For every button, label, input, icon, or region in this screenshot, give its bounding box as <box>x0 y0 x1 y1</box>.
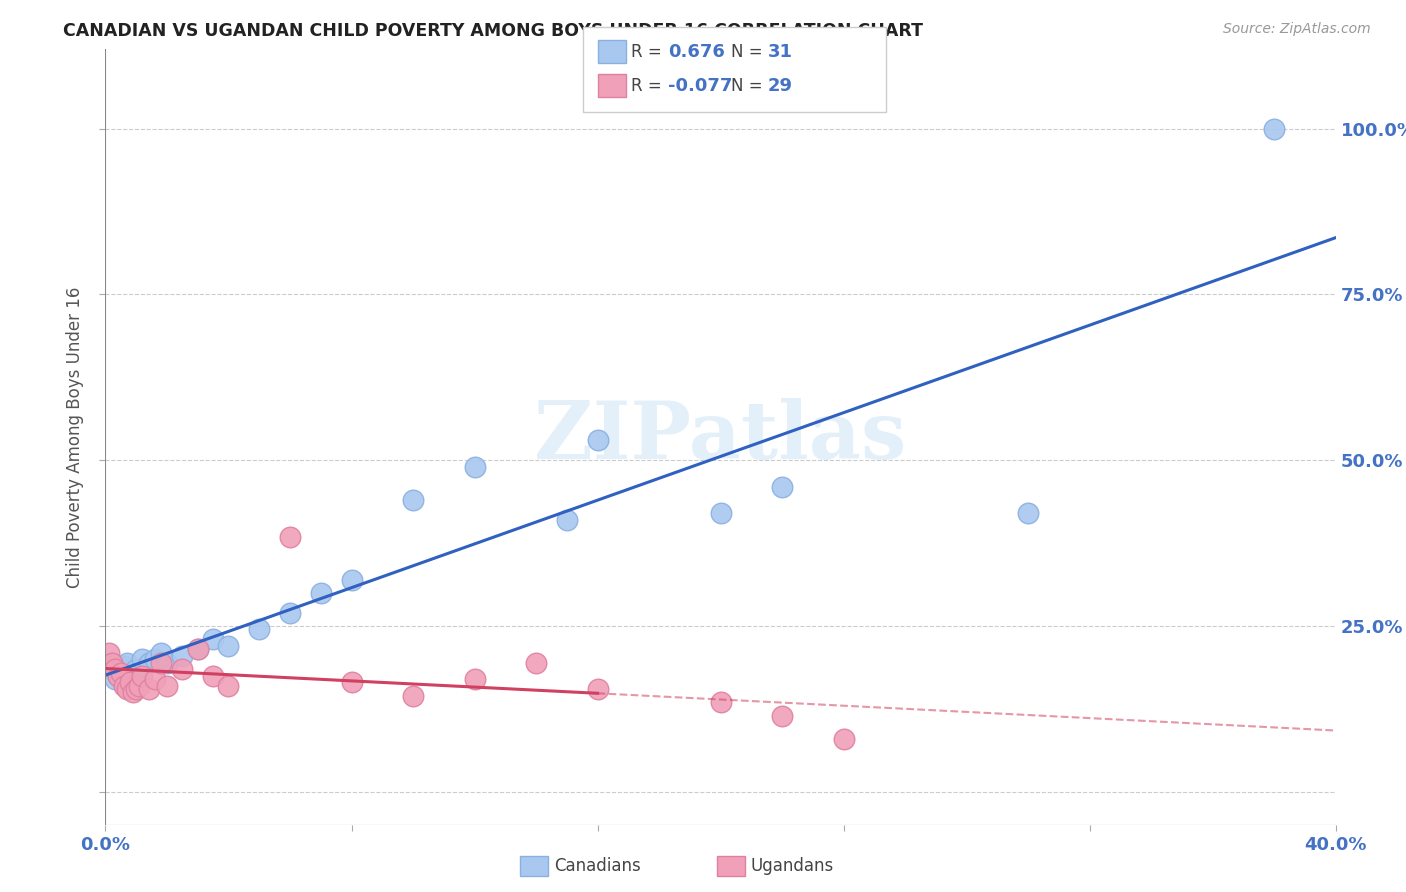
Point <box>110 665 132 680</box>
Point <box>770 708 793 723</box>
Point <box>122 685 145 699</box>
Point <box>125 662 148 676</box>
Point <box>278 606 301 620</box>
Point <box>156 679 179 693</box>
Point <box>464 459 486 474</box>
Point <box>115 682 138 697</box>
Text: 29: 29 <box>768 77 793 95</box>
Point <box>97 662 120 676</box>
Point <box>278 530 301 544</box>
Point <box>402 493 425 508</box>
Point <box>122 665 145 680</box>
Point <box>97 646 120 660</box>
Point <box>112 679 135 693</box>
Text: ZIPatlas: ZIPatlas <box>534 398 907 476</box>
Point <box>187 642 209 657</box>
Point <box>104 662 127 676</box>
Point <box>710 507 733 521</box>
Point <box>218 679 240 693</box>
Point <box>107 669 129 683</box>
Point <box>104 672 127 686</box>
Point <box>1017 507 1039 521</box>
Point <box>710 695 733 709</box>
Point <box>100 656 122 670</box>
Text: N =: N = <box>731 43 762 61</box>
Text: R =: R = <box>631 43 662 61</box>
Point <box>832 731 855 746</box>
Point <box>112 659 135 673</box>
Text: 0.676: 0.676 <box>668 43 724 61</box>
Text: CANADIAN VS UGANDAN CHILD POVERTY AMONG BOYS UNDER 16 CORRELATION CHART: CANADIAN VS UGANDAN CHILD POVERTY AMONG … <box>63 22 924 40</box>
Point <box>340 675 363 690</box>
Point <box>309 586 332 600</box>
Point <box>138 656 160 670</box>
Point <box>1263 121 1285 136</box>
Y-axis label: Child Poverty Among Boys Under 16: Child Poverty Among Boys Under 16 <box>66 286 84 588</box>
Point <box>128 679 150 693</box>
Point <box>115 656 138 670</box>
Point <box>120 669 141 683</box>
Point <box>464 672 486 686</box>
Point <box>218 639 240 653</box>
Point <box>586 434 609 448</box>
Text: Ugandans: Ugandans <box>751 857 834 875</box>
Point <box>131 652 153 666</box>
Text: R =: R = <box>631 77 662 95</box>
Point <box>100 656 122 670</box>
Point <box>143 672 166 686</box>
Text: Source: ZipAtlas.com: Source: ZipAtlas.com <box>1223 22 1371 37</box>
Point <box>202 669 225 683</box>
Point <box>120 675 141 690</box>
Point <box>143 652 166 666</box>
Point <box>187 642 209 657</box>
Point <box>340 573 363 587</box>
Text: Canadians: Canadians <box>554 857 641 875</box>
Point <box>172 662 194 676</box>
Point <box>149 656 172 670</box>
Point <box>107 669 129 683</box>
Point <box>131 669 153 683</box>
Text: N =: N = <box>731 77 762 95</box>
Text: -0.077: -0.077 <box>668 77 733 95</box>
Point <box>555 513 578 527</box>
Point <box>149 646 172 660</box>
Point <box>524 656 547 670</box>
Point <box>138 682 160 697</box>
Point <box>172 648 194 663</box>
Point <box>247 623 270 637</box>
Point <box>770 480 793 494</box>
Point <box>110 662 132 676</box>
Point <box>202 632 225 647</box>
Point <box>125 682 148 697</box>
Text: 31: 31 <box>768 43 793 61</box>
Point <box>586 682 609 697</box>
Point <box>402 689 425 703</box>
Point <box>156 656 179 670</box>
